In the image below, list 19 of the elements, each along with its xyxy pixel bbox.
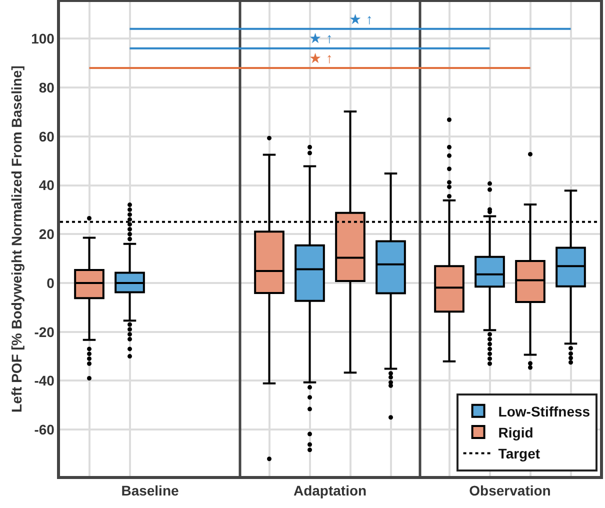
y-tick-label: 20: [38, 226, 55, 242]
y-tick-label: -20: [34, 324, 55, 340]
legend-label: Rigid: [498, 424, 534, 441]
y-tick-label: 100: [31, 30, 55, 47]
y-tick-label: 60: [38, 128, 55, 144]
y-tick-label: -60: [34, 421, 55, 438]
x-tick-label: Baseline: [121, 482, 180, 499]
y-tick-label: 0: [46, 274, 55, 291]
x-tick-label: Observation: [469, 482, 551, 499]
ref-line-label: ★ ↑: [309, 30, 333, 46]
y-tick-label: 80: [38, 79, 55, 96]
y-tick-label: 40: [38, 177, 55, 194]
y-tick-label: -40: [34, 372, 55, 389]
legend-label: Target: [498, 446, 540, 462]
y-axis-title: Left POF [% Bodyweight Normalized From Baseline]: [8, 66, 25, 412]
legend-label: Low-Stiffness: [498, 403, 590, 420]
ref-line-label: ★ ↑: [309, 50, 333, 66]
x-tick-label: Adaptation: [293, 482, 367, 499]
ref-line-label: ★ ↑: [349, 11, 373, 27]
